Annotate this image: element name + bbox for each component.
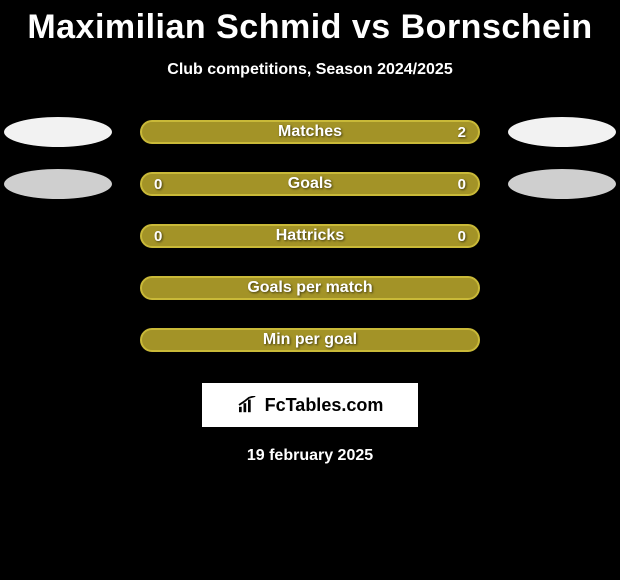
date-line: 19 february 2025	[0, 447, 620, 465]
stat-right-value: 2	[458, 124, 466, 141]
right-ellipse	[508, 117, 616, 147]
stat-bar-hattricks: 0 Hattricks 0	[140, 224, 480, 248]
right-spacer	[508, 325, 616, 355]
stat-row: Matches 2	[0, 117, 620, 147]
right-spacer	[508, 273, 616, 303]
logo-text: FcTables.com	[265, 395, 384, 416]
left-ellipse	[4, 169, 112, 199]
right-spacer	[508, 221, 616, 251]
stat-left-value: 0	[154, 228, 162, 245]
stat-row: 0 Hattricks 0	[0, 221, 620, 251]
subtitle: Club competitions, Season 2024/2025	[0, 61, 620, 79]
stat-bar-min-per-goal: Min per goal	[140, 328, 480, 352]
stat-rows: Matches 2 0 Goals 0 0 Hattricks 0	[0, 117, 620, 355]
stat-left-value: 0	[154, 176, 162, 193]
stat-right-value: 0	[458, 176, 466, 193]
right-ellipse	[508, 169, 616, 199]
stat-bar-goals: 0 Goals 0	[140, 172, 480, 196]
left-spacer	[4, 325, 112, 355]
stat-row: 0 Goals 0	[0, 169, 620, 199]
stat-label: Goals	[288, 175, 332, 193]
stat-label: Goals per match	[247, 279, 372, 297]
logo-box[interactable]: FcTables.com	[202, 383, 418, 427]
comparison-card: Maximilian Schmid vs Bornschein Club com…	[0, 0, 620, 465]
left-spacer	[4, 273, 112, 303]
stat-row: Goals per match	[0, 273, 620, 303]
chart-icon	[237, 396, 259, 414]
stat-label: Matches	[278, 123, 342, 141]
stat-label: Min per goal	[263, 331, 357, 349]
stat-label: Hattricks	[276, 227, 344, 245]
stat-right-value: 0	[458, 228, 466, 245]
stat-bar-goals-per-match: Goals per match	[140, 276, 480, 300]
left-ellipse	[4, 117, 112, 147]
stat-bar-matches: Matches 2	[140, 120, 480, 144]
stat-row: Min per goal	[0, 325, 620, 355]
left-spacer	[4, 221, 112, 251]
page-title: Maximilian Schmid vs Bornschein	[0, 8, 620, 47]
